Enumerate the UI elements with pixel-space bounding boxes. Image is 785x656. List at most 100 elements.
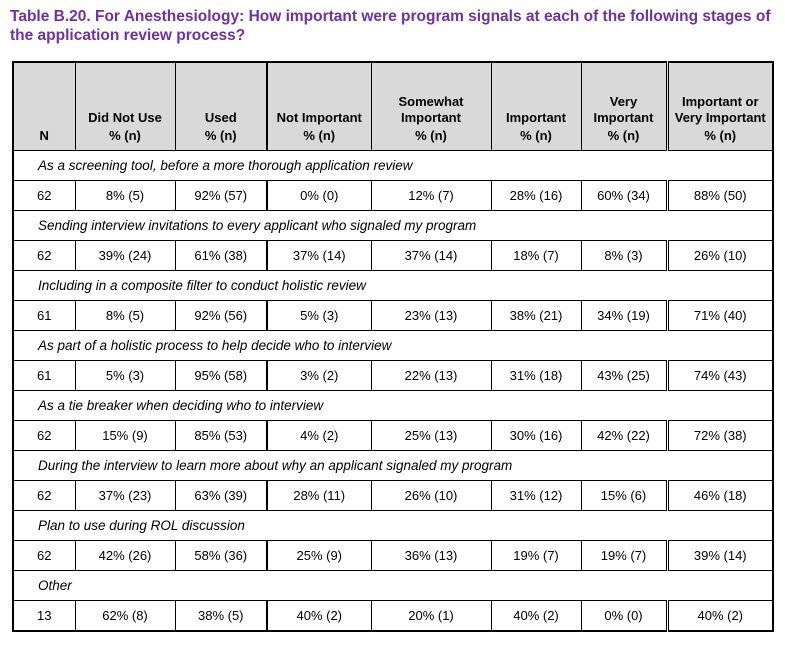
section-label-during-the-interview-to-learn-more-about: During the interview to learn more about… [12,450,774,482]
header-cell-very-important: Very Important % (n) [580,61,668,152]
data-row: 61 5% (3) 95% (58) 3% (2) 22% (13) 31% (18) 43… [12,360,774,392]
data-row: 62 42% (26) 58% (36) 25% (9) 36% (13) 19% (7)… [12,540,774,572]
header-label: Important or Very Important [674,93,766,125]
stat-value: 40% (2) [665,600,774,632]
section-row: Sending interview invitations to every a… [12,210,774,242]
section-row: As part of a holistic process to help de… [12,330,774,362]
stat-value: 5% (3) [266,300,372,332]
stat-value: 12% (7) [370,180,492,212]
stat-value: 60% (34) [580,180,668,212]
stat-value: 8% (5) [74,180,176,212]
data-row: 62 39% (24) 61% (38) 37% (14) 37% (14) 18% (7… [12,240,774,272]
stat-value: 39% (14) [665,540,774,572]
section-label-as-a-screening-tool-before-a-more-thorou: As a screening tool, before a more thoro… [12,150,774,182]
n-value: 61 [12,360,76,392]
header-row: N Did Not Use % (n) Used % (n) Not Important%… [12,61,774,152]
header-label: Very Important [593,93,654,125]
stat-value: 37% (23) [74,480,176,512]
stat-value: 85% (53) [174,420,268,452]
n-value: 62 [12,180,76,212]
n-value: 61 [12,300,76,332]
header-sublabel: % (n) [109,128,141,144]
stat-value: 0% (0) [580,600,668,632]
header-sublabel: % (n) [520,128,552,144]
stat-value: 8% (5) [74,300,176,332]
stat-value: 43% (25) [580,360,668,392]
stat-value: 42% (26) [74,540,176,572]
page: Table B.20. For Anesthesiology: How impo… [10,8,774,633]
header-cell-did-not-use: Did Not Use % (n) [74,61,176,152]
table-title: Table B.20. For Anesthesiology: How impo… [10,8,771,45]
stat-value: 40% (2) [490,600,582,632]
stat-value: 19% (7) [490,540,582,572]
stat-value: 0% (0) [266,180,372,212]
n-value: 62 [12,240,76,272]
stat-value: 71% (40) [665,300,774,332]
stat-value: 30% (16) [490,420,582,452]
section-label-plan-to-use-during-rol-discussion: Plan to use during ROL discussion [12,510,774,542]
stat-value: 5% (3) [74,360,176,392]
header-sublabel: % (n) [204,128,237,144]
stat-value: 15% (6) [580,480,668,512]
stat-value: 3% (2) [266,360,372,392]
table-header: N Did Not Use % (n) Used % (n) Not Important%… [12,61,774,152]
stat-value: 26% (10) [370,480,492,512]
header-sublabel: % (n) [415,128,447,144]
stat-value: 26% (10) [665,240,774,272]
stat-value: 95% (58) [174,360,268,392]
stat-value: 31% (12) [490,480,582,512]
data-row: 62 15% (9) 85% (53) 4% (2) 25% (13) 30% (16) 4… [12,420,774,452]
stat-value: 58% (36) [174,540,268,572]
stat-value: 31% (18) [490,360,582,392]
header-label: Important [506,109,566,125]
stat-value: 37% (14) [266,240,372,272]
section-row: During the interview to learn more about… [12,450,774,482]
data-row: 62 8% (5) 92% (57) 0% (0) 12% (7) 28% (16) 60%… [12,180,774,212]
header-sublabel: % (n) [704,128,737,144]
section-row: Including in a composite filter to condu… [12,270,774,302]
stat-value: 63% (39) [174,480,268,512]
stat-value: 34% (19) [580,300,668,332]
header-label: Somewhat Important [398,93,464,125]
stat-value: 19% (7) [580,540,668,572]
stat-value: 37% (14) [370,240,492,272]
stat-value: 20% (1) [370,600,492,632]
n-value: 13 [12,600,76,632]
stat-value: 15% (9) [74,420,176,452]
header-cell-n: N [12,61,76,152]
section-row: As a tie breaker when deciding who to in… [12,390,774,422]
section-label-sending-interview-invitations-to-every-a: Sending interview invitations to every a… [12,210,774,242]
stat-value: 92% (56) [174,300,268,332]
stat-value: 40% (2) [266,600,372,632]
stat-value: 28% (16) [490,180,582,212]
header-cell-important-or-very-important: Important or Very Important % (n) [665,61,774,152]
header-cell-important: Important % (n) [490,61,582,152]
header-label: Used [204,109,237,125]
header-sublabel: % (n) [607,128,640,144]
stat-value: 88% (50) [665,180,774,212]
stat-value: 36% (13) [370,540,492,572]
section-label-as-a-tie-breaker-when-deciding-who-to-in: As a tie breaker when deciding who to in… [12,390,774,422]
stat-value: 25% (9) [266,540,372,572]
header-sublabel: % (n) [303,128,336,144]
header-label-n: N [39,128,49,144]
stat-value: 92% (57) [174,180,268,212]
n-value: 62 [12,420,76,452]
stat-value: 61% (38) [174,240,268,272]
importance-table: N Did Not Use % (n) Used % (n) Not Important%… [12,61,774,633]
table-body: As a screening tool, before a more thoro… [12,150,774,632]
data-row: 61 8% (5) 92% (56) 5% (3) 23% (13) 38% (21) 34… [12,300,774,332]
header-cell-used: Used % (n) [174,61,268,152]
stat-value: 28% (11) [266,480,372,512]
header-cell-not-important: Not Important % (n) [266,61,372,152]
section-label-other: Other [12,570,774,602]
stat-value: 25% (13) [370,420,492,452]
stat-value: 42% (22) [580,420,668,452]
stat-value: 62% (8) [74,600,176,632]
section-row: Other [12,570,774,602]
n-value: 62 [12,480,76,512]
stat-value: 18% (7) [490,240,582,272]
stat-value: 38% (21) [490,300,582,332]
stat-value: 39% (24) [74,240,176,272]
header-cell-somewhat-important: Somewhat Important % (n) [370,61,492,152]
